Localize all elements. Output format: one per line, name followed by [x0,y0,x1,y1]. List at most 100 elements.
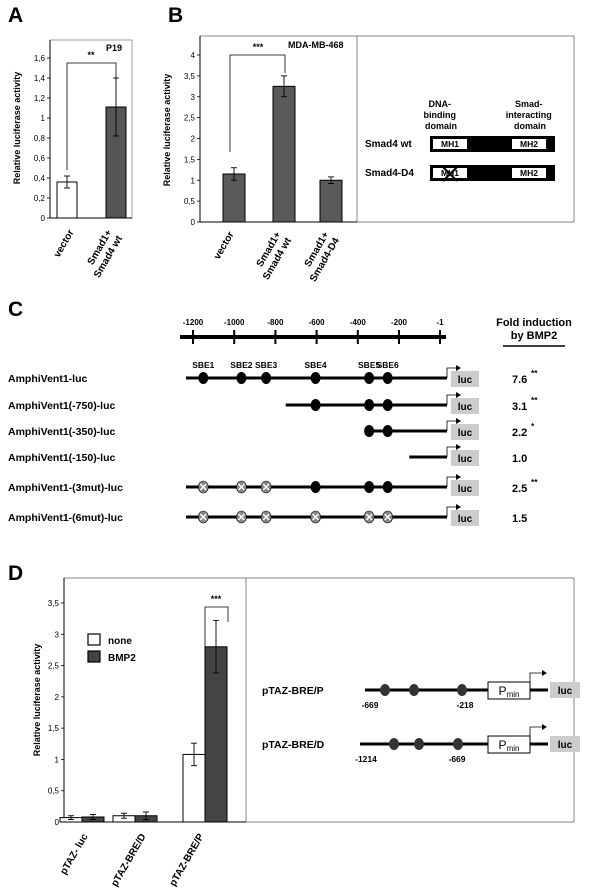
scale-tick-label: -600 [309,318,326,327]
panel-b-ytick-label: 1,5 [184,155,196,164]
panel-b-ytick-label: 2 [191,135,196,144]
panel-b-sig-bracket [229,54,286,152]
panel-b-bar [272,85,296,223]
panel-b-bar [222,173,246,223]
panel-b-ytick-label: 4 [191,51,196,60]
transcription-start-arrow-icon [446,476,456,487]
fold-value: 7.6 [512,374,527,386]
panel-label-b: B [168,4,183,27]
taz-p-luc: luc [558,686,573,697]
smad4-d4-deletion-cross-icon [442,166,458,182]
fold-value: 3.1 [512,401,527,413]
fold-header-2: by BMP2 [511,330,557,342]
sbe-site [364,372,375,384]
smad4-d4-label: Smad4-D4 [365,168,414,179]
panel-d-cat-ptaz-luc: pTAZ- luc [58,832,90,877]
sbe-label: SBE5 [358,360,380,370]
arrowhead-icon [456,392,461,398]
sbe-site [382,372,393,384]
mutation-cross-icon [262,513,270,521]
sbe-site [364,425,375,437]
panel-a-sig-bracket [66,62,117,170]
legend-bmp2-label: BMP2 [108,653,136,664]
arrowhead-icon [456,444,461,450]
taz-d-left-coord: -1214 [355,754,377,764]
panel-d-sig: *** [211,594,222,604]
construct-label: AmphiVent1(-750)-luc [8,400,116,412]
taz-d-arrowhead-icon [542,724,547,730]
panel-a-cat-0: vector [52,228,77,260]
panel-b-ytick-label: 3,5 [184,72,196,81]
taz-d-site [453,738,463,750]
legend-none-label: none [108,636,132,647]
luc-label: luc [458,484,473,495]
sbe-site [198,372,209,384]
arrowhead-icon [456,474,461,480]
sbe-label: SBE4 [304,360,326,370]
transcription-start-arrow-icon [446,367,456,378]
taz-d-pmin-box [487,735,531,754]
panel-a-ytick-label: 0,6 [34,154,46,163]
sbe-label: SBE6 [377,360,399,370]
panel-a-ytick-label: 0 [41,214,46,223]
sbe-site [310,481,321,493]
panel-b-ytick-label: 0,5 [184,197,196,206]
taz-d-site [389,738,399,750]
taz-p-pmin-box [487,681,531,700]
panel-d-cat-ptaz-bre-d: pTAZ-BRE/D [109,832,148,889]
legend-none-swatch [87,633,101,646]
panel-b-sig: *** [253,42,264,52]
luc-box [451,398,479,414]
panel-d-ytick-label: 1 [55,755,60,764]
sbe-site [382,481,393,493]
luc-box [451,480,479,496]
fold-value: 2.2 [512,427,527,439]
mutation-cross-icon [237,483,245,491]
mutation-cross-icon [312,513,320,521]
sbe-label: SBE1 [192,360,214,370]
fold-header-1: Fold induction [496,317,572,329]
sbe-site [364,399,375,411]
luc-box [451,510,479,526]
promoter-scale: -1200 -1000 -800 -600 -400 -200 -1 [180,318,446,344]
taz-p-site [409,684,419,696]
sbe-site [382,399,393,411]
panel-b-ylabel: Relative luciferase activity [162,74,172,187]
sbe-site [310,372,321,384]
panel-a-ytick-label: 0,8 [34,134,46,143]
taz-p-label: pTAZ-BRE/P [262,685,324,697]
sbe-site [364,481,375,493]
construct-label: AmphiVent1-luc [8,373,88,385]
panel-d-ylabel: Relative luciferase activity [32,644,42,757]
taz-d-site [414,738,424,750]
panel-b-chart: 0 0,5 1 1,5 2 2,5 3 3,5 4 [184,51,343,227]
smad4-wt-label: Smad4 wt [365,139,412,150]
mutation-cross-icon [199,483,207,491]
smad4-wt-mh2-box [512,139,546,149]
panel-d-ytick-label: 1,5 [48,724,60,733]
sbe-site [236,372,247,384]
panel-d-cat-ptaz-bre-p: pTAZ-BRE/P [168,832,207,889]
luc-label: luc [458,454,473,465]
panel-b-ytick-label: 2,5 [184,114,196,123]
mutation-cross-icon [262,483,270,491]
smad-interacting-header: Smad- interacting domain [506,99,555,131]
arrowhead-icon [456,365,461,371]
scale-tick-label: -400 [350,318,367,327]
panel-a-ytick-label: 1 [41,114,46,123]
fold-significance: ** [531,477,538,487]
sbe-site [261,372,272,384]
panel-b-ytick-label: 3 [191,93,196,102]
panel-a-cat-1: Smad1+ Smad4 wt [86,228,126,280]
scale-tick-label: -800 [267,318,284,327]
panel-b-cat-2: Smad1+ Smad4-D4 [303,230,342,284]
taz-p-luc-box [550,682,580,698]
scale-tick-label: -200 [391,318,408,327]
scale-tick-label: -1000 [224,318,245,327]
panel-a-ytick-label: 0,2 [34,194,46,203]
panel-b-tag: MDA-MB-468 [288,40,344,50]
taz-d-luc: luc [558,740,573,751]
panel-a-ytick-label: 1,2 [34,94,46,103]
scale-tick-label: -1 [436,318,444,327]
smad4-wt-mh2: MH2 [520,139,538,149]
